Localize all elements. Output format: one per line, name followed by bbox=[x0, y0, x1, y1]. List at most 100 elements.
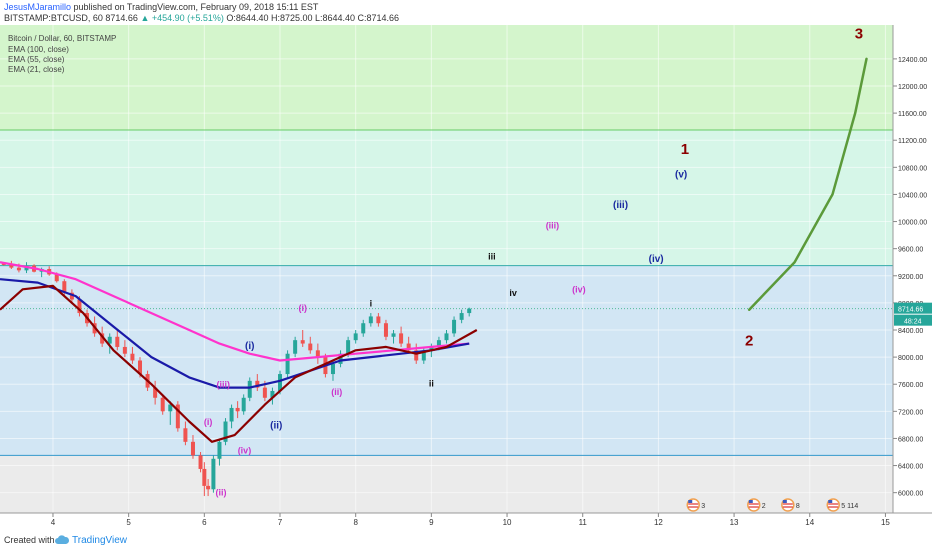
tradingview-cloud-icon bbox=[55, 535, 70, 544]
candle bbox=[115, 330, 120, 351]
wave-label: (i) bbox=[204, 417, 213, 427]
candle bbox=[368, 313, 373, 327]
last-price-label: 8714.66 bbox=[898, 307, 923, 314]
wave-label: (v) bbox=[675, 170, 687, 181]
candle bbox=[130, 346, 135, 364]
candle bbox=[421, 346, 426, 364]
event-count: 2 bbox=[762, 503, 766, 510]
candle bbox=[353, 330, 358, 344]
y-tick-label: 10400.00 bbox=[898, 192, 927, 199]
y-tick-label: 6800.00 bbox=[898, 436, 923, 443]
flag-canton bbox=[828, 500, 833, 503]
candle-body bbox=[399, 333, 404, 344]
author-link[interactable]: JesusMJaramillo bbox=[4, 2, 72, 12]
x-tick-label: 12 bbox=[654, 518, 663, 527]
wave-label: (iii) bbox=[613, 200, 628, 211]
level-lines-layer bbox=[0, 129, 893, 456]
candle-body bbox=[223, 421, 228, 442]
y-tick-label: 6400.00 bbox=[898, 464, 923, 471]
legend-title: Bitcoin / Dollar, 60, BITSTAMP bbox=[8, 34, 116, 43]
wave-label: (iii) bbox=[217, 380, 231, 390]
close-value: 8714.66 bbox=[105, 13, 138, 23]
projection-layer bbox=[747, 57, 868, 311]
wave-label: (ii) bbox=[215, 487, 226, 497]
x-tick-label: 7 bbox=[278, 518, 283, 527]
y-tick-label: 9200.00 bbox=[898, 274, 923, 281]
candle bbox=[255, 374, 260, 391]
legend-ema100[interactable]: EMA (100, close) bbox=[8, 45, 69, 54]
candle-body bbox=[293, 340, 298, 354]
candle bbox=[202, 462, 207, 497]
y-tick-label: 7200.00 bbox=[898, 409, 923, 416]
candle-body bbox=[229, 407, 234, 422]
candle-body bbox=[452, 319, 457, 334]
wave-label: (iv) bbox=[572, 285, 586, 295]
candle-body bbox=[368, 316, 373, 324]
candle bbox=[391, 330, 396, 344]
candle-body bbox=[300, 340, 305, 344]
legend-ema55[interactable]: EMA (55, close) bbox=[8, 55, 65, 64]
candle bbox=[315, 343, 320, 364]
wave-label: iv bbox=[509, 288, 517, 298]
candle-body bbox=[338, 353, 343, 364]
ema100-line bbox=[0, 261, 470, 362]
wave-label: 1 bbox=[681, 141, 689, 158]
ema55-line bbox=[0, 278, 470, 389]
candle bbox=[62, 279, 67, 297]
zone-band bbox=[0, 130, 893, 266]
y-tick-label: 10000.00 bbox=[898, 220, 927, 227]
chart-footer: Created with TradingView bbox=[0, 530, 932, 550]
candle bbox=[383, 319, 388, 341]
candle bbox=[247, 377, 252, 402]
flag-canton bbox=[688, 500, 693, 503]
candle bbox=[168, 401, 173, 425]
economic-event-badge[interactable]: 3 bbox=[686, 498, 705, 512]
publish-line: JesusMJaramillo published on TradingView… bbox=[4, 2, 318, 12]
candle-body bbox=[168, 404, 173, 412]
economic-event-badge[interactable]: 2 bbox=[747, 498, 766, 512]
candle-body bbox=[459, 313, 464, 320]
economic-event-badge[interactable]: 8 bbox=[781, 498, 800, 512]
candle bbox=[69, 289, 74, 303]
y-tick-label: 8400.00 bbox=[898, 328, 923, 335]
candle bbox=[107, 333, 112, 354]
zone-band bbox=[0, 455, 893, 513]
legend-ema21[interactable]: EMA (21, close) bbox=[8, 65, 65, 74]
candle bbox=[293, 336, 298, 358]
tradingview-link[interactable]: TradingView bbox=[72, 535, 128, 546]
candle-body bbox=[54, 274, 59, 282]
candle bbox=[217, 438, 222, 466]
y-tick-label: 9600.00 bbox=[898, 247, 923, 254]
symbol-text: BITSTAMP:BTCUSD, 60 bbox=[4, 13, 103, 23]
candle-body bbox=[16, 267, 21, 271]
wave-label: iii bbox=[488, 252, 496, 262]
wave-label: ii bbox=[429, 378, 434, 388]
wave-label: 3 bbox=[855, 26, 863, 43]
candle-body bbox=[9, 264, 14, 268]
published-text: published on TradingView.com, February 0… bbox=[73, 2, 319, 12]
x-tick-label: 15 bbox=[881, 518, 890, 527]
candle-body bbox=[383, 323, 388, 337]
price-chart[interactable]: 312(v)(iii)(iv)(i)(ii)(iii)(iv)(iii)(i)(… bbox=[0, 0, 932, 530]
candle-body bbox=[206, 485, 211, 490]
x-tick-label: 13 bbox=[730, 518, 739, 527]
candle-body bbox=[346, 340, 351, 354]
zone-band bbox=[0, 25, 893, 131]
wave-label: (iii) bbox=[546, 220, 560, 230]
candle bbox=[270, 387, 275, 405]
zone-layer bbox=[0, 25, 893, 513]
candle bbox=[241, 394, 246, 415]
candle-body bbox=[436, 340, 441, 347]
candle-body bbox=[122, 346, 127, 354]
event-count: 5 114 bbox=[841, 503, 858, 510]
candle-body bbox=[444, 333, 449, 341]
economic-event-badge[interactable]: 5 114 bbox=[826, 498, 858, 512]
candle-body bbox=[198, 455, 203, 469]
x-tick-label: 4 bbox=[51, 518, 56, 527]
candle-body bbox=[107, 336, 112, 344]
y-tick-label: 12000.00 bbox=[898, 84, 927, 91]
candle bbox=[444, 330, 449, 344]
flag-canton bbox=[748, 500, 753, 503]
candle-body bbox=[202, 468, 207, 486]
candle bbox=[175, 401, 180, 432]
